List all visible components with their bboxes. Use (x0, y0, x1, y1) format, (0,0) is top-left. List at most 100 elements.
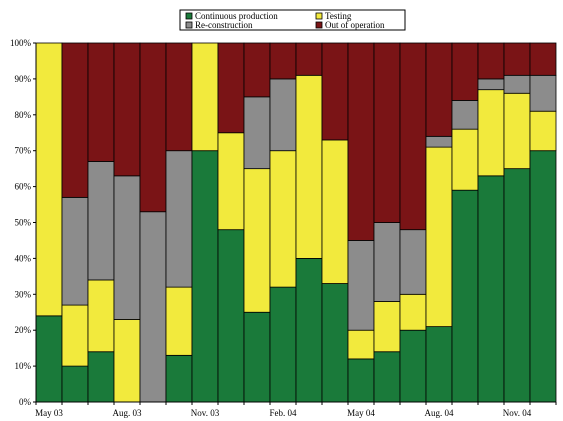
bar-segment-testing-11 (321, 139, 349, 284)
legend-swatch-testing (315, 12, 323, 20)
bar-segment-continuous-production-6 (191, 150, 219, 403)
bar-segment-re-construction-17 (477, 78, 505, 91)
bar-segment-re-construction-13 (373, 222, 401, 302)
bar-segment-out-of-operation-9 (269, 42, 297, 80)
y-tick-label: 70% (15, 146, 32, 156)
legend-label-re-construction: Re-construction (195, 20, 253, 30)
bar-segment-testing-16 (451, 128, 479, 191)
bar-segment-re-construction-16 (451, 100, 479, 130)
bar-segment-re-construction-1 (61, 196, 89, 306)
bar-segment-continuous-production-19 (529, 150, 557, 403)
y-tick-label: 20% (15, 325, 32, 335)
bar-segment-out-of-operation-4 (139, 42, 167, 213)
legend-swatch-continuous-production (185, 12, 193, 20)
bar-segment-continuous-production-12 (347, 358, 375, 403)
bar-segment-continuous-production-9 (269, 286, 297, 403)
bar-segment-continuous-production-17 (477, 175, 505, 403)
bar-segment-continuous-production-11 (321, 283, 349, 403)
bar-segment-testing-10 (295, 74, 323, 259)
bar-segment-continuous-production-1 (61, 365, 89, 403)
bar-segment-testing-15 (425, 146, 453, 328)
bar-segment-continuous-production-5 (165, 354, 193, 403)
bar-segment-out-of-operation-17 (477, 42, 505, 80)
bar-segment-re-construction-9 (269, 78, 297, 152)
bar-segment-re-construction-4 (139, 211, 167, 403)
x-tick-label: Aug. 04 (425, 408, 454, 418)
bar-segment-out-of-operation-1 (61, 42, 89, 198)
bar-segment-out-of-operation-14 (399, 42, 427, 231)
bar-segment-re-construction-18 (503, 74, 531, 94)
bar-segment-out-of-operation-11 (321, 42, 349, 141)
legend-label-testing: Testing (325, 11, 352, 21)
bar-segment-testing-6 (191, 42, 219, 152)
legend-box (179, 9, 406, 31)
bar-segment-re-construction-8 (243, 96, 271, 170)
bar-segment-out-of-operation-5 (165, 42, 193, 152)
x-tick-label: Nov. 03 (191, 408, 220, 418)
x-tick-label: May 03 (35, 408, 63, 418)
bar-segment-testing-14 (399, 293, 427, 331)
y-tick-label: 0% (19, 397, 32, 407)
bar-segment-continuous-production-8 (243, 311, 271, 403)
bar-segment-out-of-operation-19 (529, 42, 557, 76)
bar-segment-testing-0 (35, 42, 63, 317)
bar-segment-testing-5 (165, 286, 193, 356)
y-tick-label: 80% (15, 110, 32, 120)
bar-segment-re-construction-14 (399, 229, 427, 295)
bar-segment-continuous-production-13 (373, 351, 401, 403)
bar-segment-testing-19 (529, 110, 557, 152)
x-tick-label: Nov. 04 (503, 408, 532, 418)
x-tick-label: Feb. 04 (270, 408, 298, 418)
y-tick-label: 100% (10, 38, 32, 48)
bar-segment-continuous-production-15 (425, 326, 453, 403)
axes: 0% 10% 20% 30% 40% 50% 60% 70% 80% 90% 100% May 03 A… (10, 38, 557, 418)
bar-segment-continuous-production-0 (35, 315, 63, 403)
bar-segment-out-of-operation-10 (295, 42, 323, 76)
bar-segment-testing-9 (269, 150, 297, 288)
bar-segment-out-of-operation-8 (243, 42, 271, 98)
bar-segment-out-of-operation-3 (113, 42, 141, 177)
y-tick-label: 30% (15, 289, 32, 299)
bar-segment-continuous-production-10 (295, 257, 323, 403)
bar-segment-testing-3 (113, 319, 141, 403)
bar-segment-testing-7 (217, 132, 245, 231)
y-tick-label: 10% (15, 361, 32, 371)
y-tick-label: 50% (15, 218, 32, 228)
y-tick-label: 60% (15, 182, 32, 192)
bar-segment-out-of-operation-16 (451, 42, 479, 101)
legend-label-out-of-operation: Out of operation (325, 20, 385, 30)
bar-segment-continuous-production-16 (451, 189, 479, 403)
bar-segment-testing-13 (373, 301, 401, 353)
legend: Continuous production Testing Re-construct… (179, 9, 406, 31)
bar-segment-re-construction-19 (529, 74, 557, 112)
bar-segment-testing-12 (347, 329, 375, 360)
bar-segment-out-of-operation-12 (347, 42, 375, 241)
bar-segment-continuous-production-2 (87, 351, 115, 403)
bar-segment-testing-1 (61, 304, 89, 367)
bar-segment-testing-17 (477, 89, 505, 177)
x-tick-label: Aug. 03 (113, 408, 142, 418)
y-tick-label: 90% (15, 74, 32, 84)
bar-segment-re-construction-15 (425, 135, 453, 148)
bars (35, 42, 557, 403)
bar-segment-testing-2 (87, 279, 115, 353)
legend-swatch-re-construction (185, 21, 193, 29)
bar-segment-out-of-operation-2 (87, 42, 115, 162)
bar-segment-testing-18 (503, 92, 531, 170)
bar-segment-re-construction-12 (347, 240, 375, 331)
bar-segment-out-of-operation-15 (425, 42, 453, 137)
bar-segment-out-of-operation-18 (503, 42, 531, 76)
bar-segment-testing-8 (243, 168, 271, 313)
bar-segment-re-construction-3 (113, 175, 141, 320)
bar-segment-continuous-production-7 (217, 229, 245, 403)
x-tick-label: May 04 (347, 408, 375, 418)
bar-segment-continuous-production-14 (399, 329, 427, 403)
legend-swatch-out-of-operation (315, 21, 323, 29)
bar-segment-out-of-operation-13 (373, 42, 401, 223)
legend-label-continuous-production: Continuous production (195, 11, 278, 21)
bar-segment-continuous-production-18 (503, 168, 531, 403)
bar-segment-re-construction-5 (165, 150, 193, 288)
bar-segment-out-of-operation-7 (217, 42, 245, 134)
